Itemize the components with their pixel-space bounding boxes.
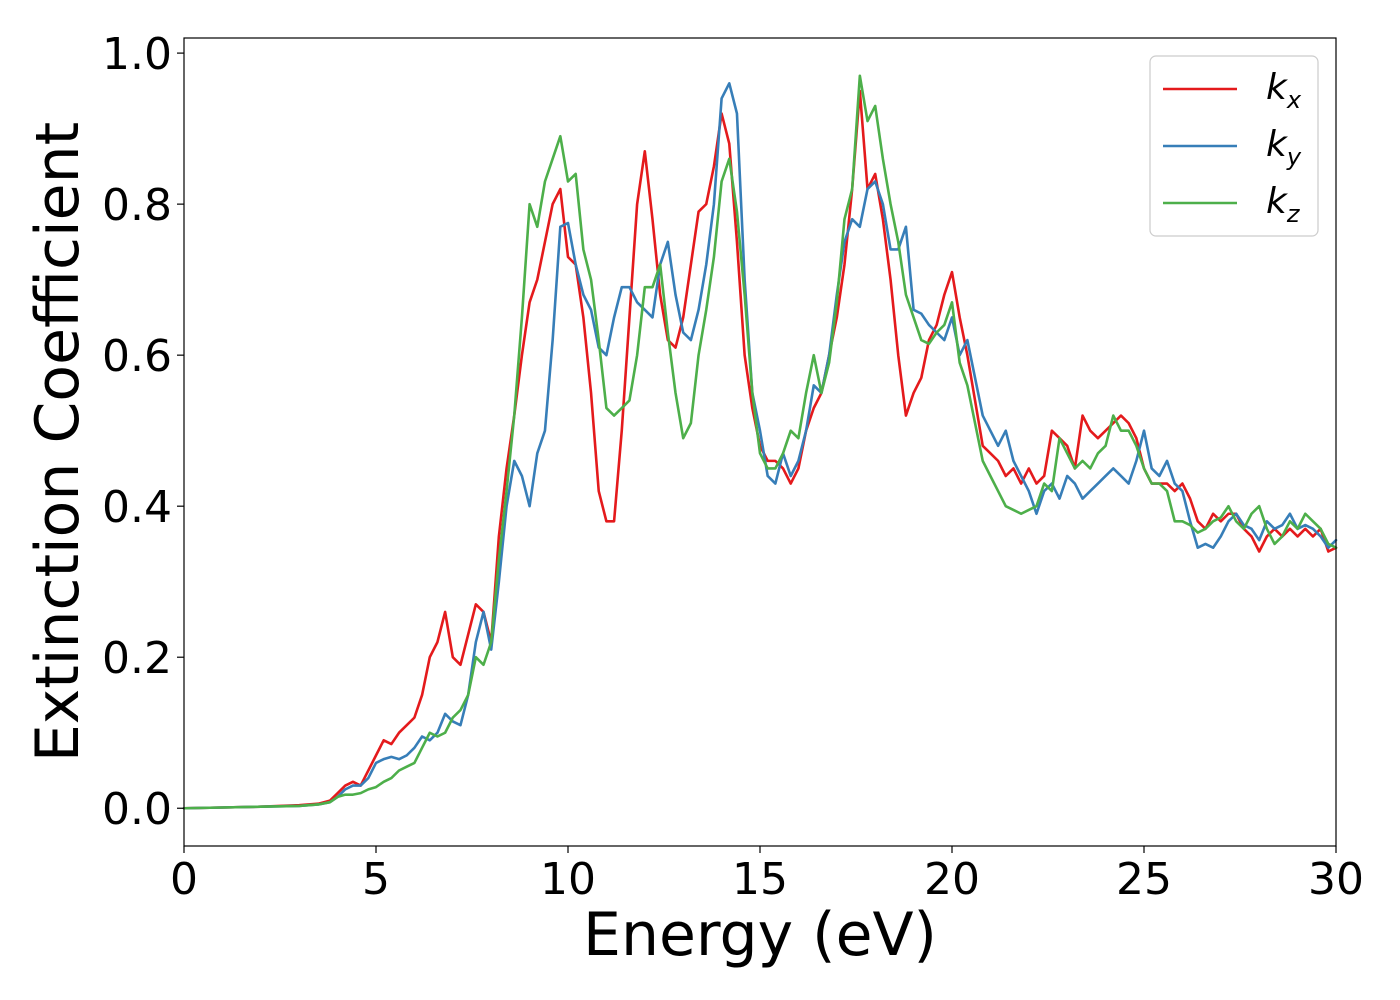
y-tick-label: 0.0 (102, 784, 172, 835)
x-tick-label: 10 (540, 854, 596, 905)
x-tick-label: 30 (1308, 854, 1364, 905)
series-line-k-x (182, 89, 1338, 810)
x-tick-label: 25 (1116, 854, 1172, 905)
series-line-k-y (182, 82, 1338, 810)
x-tick-label: 5 (362, 854, 390, 905)
series-line-k-z (182, 74, 1338, 810)
x-axis: 0 5 10 15 20 25 30 (170, 846, 1364, 905)
y-tick-label: 1.0 (102, 29, 172, 80)
x-tick-label: 15 (732, 854, 788, 905)
x-axis-title: Energy (eV) (583, 900, 937, 970)
x-tick-label: 0 (170, 854, 198, 905)
series-layer (182, 74, 1338, 810)
y-tick-label: 0.4 (102, 482, 172, 533)
y-axis: 0.0 0.2 0.4 0.6 0.8 1.0 (102, 29, 184, 835)
y-axis-title: Extinction Coefficient (23, 122, 93, 762)
x-tick-label: 20 (924, 854, 980, 905)
y-tick-label: 0.8 (102, 180, 172, 231)
y-tick-label: 0.2 (102, 633, 172, 684)
y-tick-label: 0.6 (102, 331, 172, 382)
